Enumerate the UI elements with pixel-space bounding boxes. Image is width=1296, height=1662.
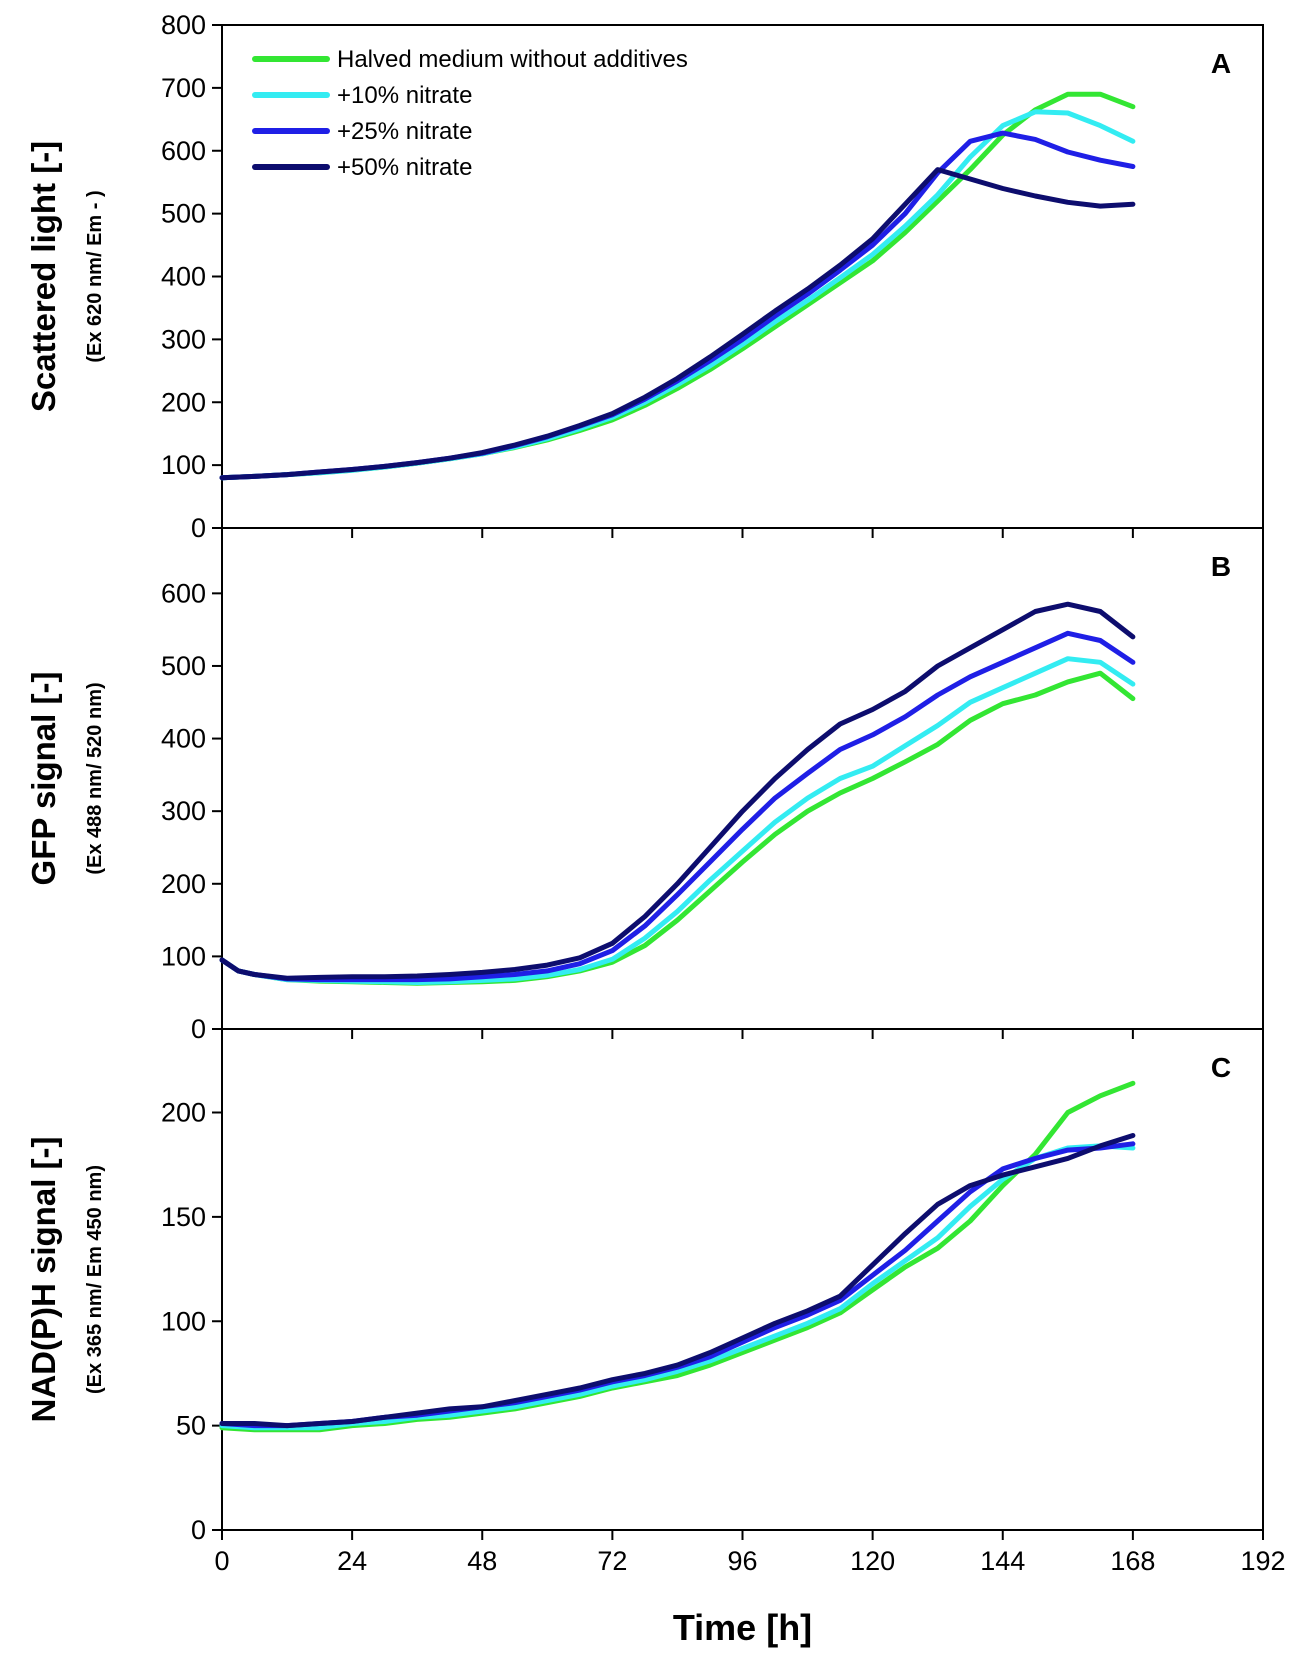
- y-tick-label: 200: [161, 869, 206, 899]
- legend-label: +10% nitrate: [337, 82, 472, 109]
- x-tick-label: 0: [214, 1546, 229, 1576]
- series-line-4: [219, 167, 1136, 481]
- panel-a: 0 100 200 300 400 500 600 700 800 A Scattered ligh…: [25, 10, 1264, 543]
- x-axis-label: Time [h]: [673, 1607, 812, 1648]
- legend: Halved medium without additives +10% nitr…: [252, 46, 688, 181]
- legend-label: +50% nitrate: [337, 154, 472, 181]
- y-tick-label: 50: [176, 1411, 206, 1441]
- panel-b: 0 100 200 300 400 500 600 B GFP signal [-] (Ex 48…: [25, 527, 1264, 1044]
- panel-frame: [221, 527, 1264, 1030]
- panel-letter: C: [1211, 1052, 1231, 1083]
- y-tick-label: 200: [161, 387, 206, 417]
- x-tick-label: 120: [850, 1546, 895, 1576]
- y-tick-label: 400: [161, 724, 206, 754]
- y-tick-label: 800: [161, 10, 206, 40]
- panel-frame: [221, 1028, 1264, 1531]
- series-line-2: [219, 1143, 1136, 1431]
- panel-c: 0 50 100 150 200 0 24 48 72 96 120 144 168 192 C NAD(P)…: [25, 1028, 1286, 1576]
- y-tick-label: 0: [191, 1014, 206, 1044]
- y-tick-label: 600: [161, 136, 206, 166]
- x-tick-label: 192: [1240, 1546, 1285, 1576]
- panel-letter: A: [1211, 48, 1231, 79]
- x-tick-label: 48: [467, 1546, 497, 1576]
- y-axis-sublabel: (Ex 620 nm/ Em - ): [84, 190, 106, 362]
- y-tick-label: 400: [161, 262, 206, 292]
- x-tick-label: 24: [337, 1546, 367, 1576]
- series-line-3: [219, 630, 1136, 983]
- y-tick-label: 100: [161, 1306, 206, 1336]
- y-tick-label: 0: [191, 1515, 206, 1545]
- panel-letter: B: [1211, 551, 1231, 582]
- y-axis-sublabel: (Ex 488 nm/ 520 nm): [84, 682, 106, 874]
- y-tick-label: 150: [161, 1202, 206, 1232]
- y-tick-label: 200: [161, 1098, 206, 1128]
- x-tick-label: 168: [1110, 1546, 1155, 1576]
- x-tick-label: 96: [727, 1546, 757, 1576]
- y-axis-label: NAD(P)H signal [-]: [25, 1137, 62, 1423]
- series-line-1: [219, 91, 1136, 481]
- y-tick-label: 0: [191, 513, 206, 543]
- series-line-4: [219, 601, 1136, 981]
- series-line-4: [219, 1133, 1136, 1429]
- legend-label: Halved medium without additives: [337, 46, 688, 73]
- y-tick-label: 700: [161, 73, 206, 103]
- series-line-1: [219, 1080, 1136, 1433]
- legend-label: +25% nitrate: [337, 118, 472, 145]
- y-axis-label: GFP signal [-]: [25, 672, 62, 886]
- y-tick-label: 500: [161, 199, 206, 229]
- series-line-1: [219, 670, 1136, 986]
- y-axis-label: Scattered light [-]: [25, 141, 62, 412]
- y-tick-label: 100: [161, 450, 206, 480]
- x-tick-label: 72: [597, 1546, 627, 1576]
- y-tick-label: 100: [161, 941, 206, 971]
- y-tick-label: 600: [161, 578, 206, 608]
- y-tick-label: 500: [161, 651, 206, 681]
- y-axis-sublabel: (Ex 365 nm/ Em 450 nm): [84, 1165, 106, 1394]
- y-tick-label: 300: [161, 324, 206, 354]
- y-tick-label: 300: [161, 796, 206, 826]
- x-tick-label: 144: [980, 1546, 1025, 1576]
